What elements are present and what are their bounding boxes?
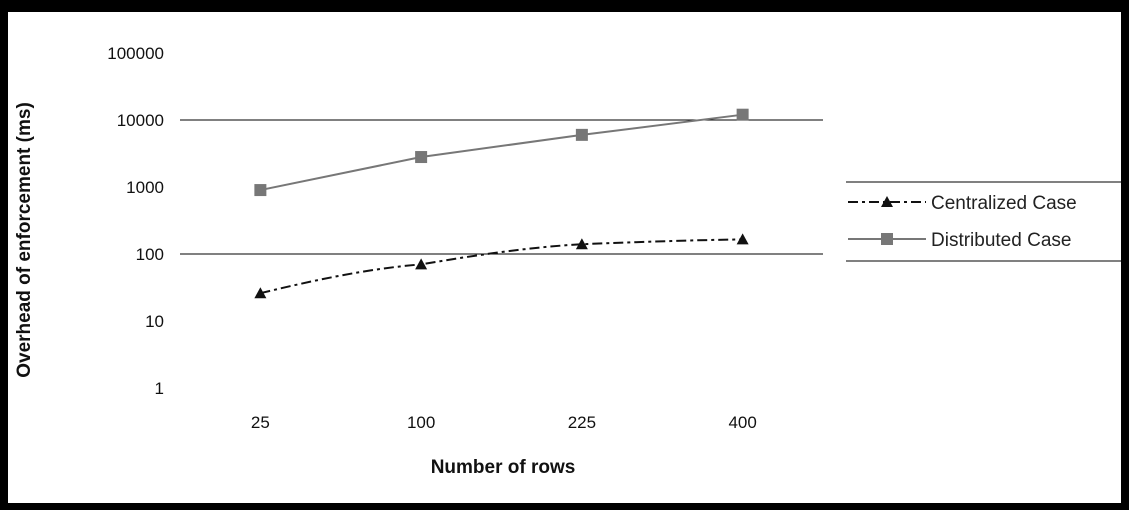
- x-tick-label: 400: [728, 413, 756, 432]
- data-point-square: [736, 108, 749, 121]
- series-line: [260, 113, 743, 192]
- legend-item: Distributed Case: [848, 230, 1071, 251]
- legend-marker: [881, 233, 893, 245]
- data-point-triangle: [254, 287, 267, 299]
- data-point-triangle: [575, 238, 588, 250]
- x-axis-ticks: 25 100 225 400: [251, 413, 757, 432]
- legend-marker: [881, 196, 893, 207]
- data-point-triangle: [736, 233, 749, 245]
- data-point-square: [415, 151, 428, 164]
- y-tick-label: 100: [136, 245, 164, 264]
- gridlines: [180, 119, 823, 255]
- x-tick-label: 100: [407, 413, 435, 432]
- data-point-square: [254, 184, 267, 197]
- x-axis-title: Number of rows: [431, 457, 576, 478]
- y-tick-label: 10000: [117, 111, 164, 130]
- legend-box: [846, 181, 1121, 262]
- series-distributed-case: [254, 108, 749, 197]
- legend-label: Centralized Case: [931, 193, 1077, 214]
- x-tick-label: 225: [568, 413, 596, 432]
- chart: 1 10 100 1000 10000 100000 25 100 225 400 Centra…: [14, 44, 1121, 478]
- chart-frame: 1 10 100 1000 10000 100000 25 100 225 400 Centra…: [8, 12, 1121, 503]
- legend-label: Distributed Case: [931, 230, 1071, 251]
- series-line: [260, 238, 743, 295]
- legend-item: Centralized Case: [848, 193, 1077, 214]
- data-point-square: [575, 128, 588, 141]
- series-centralized-case: [254, 233, 749, 299]
- y-tick-label: 1000: [126, 178, 164, 197]
- y-tick-label: 100000: [107, 44, 164, 63]
- y-axis-title: Overhead of enforcement (ms): [14, 102, 35, 378]
- y-axis-ticks: 1 10 100 1000 10000 100000: [107, 44, 164, 398]
- x-tick-label: 25: [251, 413, 270, 432]
- y-tick-label: 10: [145, 312, 164, 331]
- data-point-triangle: [415, 258, 428, 270]
- y-tick-label: 1: [155, 379, 164, 398]
- series-layer: [254, 108, 749, 299]
- legend: Centralized Case Distributed Case: [848, 193, 1077, 251]
